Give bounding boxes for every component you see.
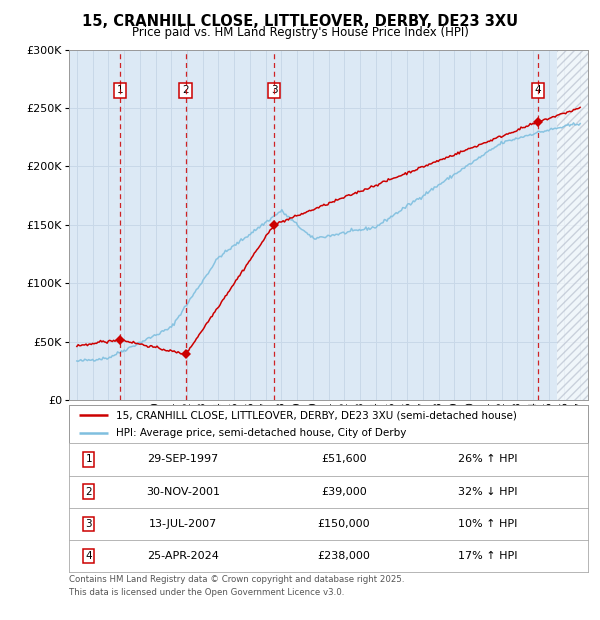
Text: 26% ↑ HPI: 26% ↑ HPI: [458, 454, 518, 464]
Text: £51,600: £51,600: [321, 454, 367, 464]
Text: 15, CRANHILL CLOSE, LITTLEOVER, DERBY, DE23 3XU: 15, CRANHILL CLOSE, LITTLEOVER, DERBY, D…: [82, 14, 518, 29]
Text: 1: 1: [117, 86, 124, 95]
Text: 17% ↑ HPI: 17% ↑ HPI: [458, 551, 518, 561]
Text: 4: 4: [535, 86, 541, 95]
Text: 3: 3: [85, 519, 92, 529]
Text: Price paid vs. HM Land Registry's House Price Index (HPI): Price paid vs. HM Land Registry's House …: [131, 26, 469, 39]
Text: 1: 1: [85, 454, 92, 464]
Text: This data is licensed under the Open Government Licence v3.0.: This data is licensed under the Open Gov…: [69, 588, 344, 598]
Text: 30-NOV-2001: 30-NOV-2001: [146, 487, 220, 497]
Text: Contains HM Land Registry data © Crown copyright and database right 2025.: Contains HM Land Registry data © Crown c…: [69, 575, 404, 584]
Text: £39,000: £39,000: [321, 487, 367, 497]
Text: £150,000: £150,000: [318, 519, 370, 529]
Text: 29-SEP-1997: 29-SEP-1997: [148, 454, 219, 464]
Text: 3: 3: [271, 86, 277, 95]
Text: 10% ↑ HPI: 10% ↑ HPI: [458, 519, 518, 529]
Text: 4: 4: [85, 551, 92, 561]
Text: 13-JUL-2007: 13-JUL-2007: [149, 519, 217, 529]
Bar: [557, 50, 588, 400]
Text: £238,000: £238,000: [317, 551, 371, 561]
Text: 15, CRANHILL CLOSE, LITTLEOVER, DERBY, DE23 3XU (semi-detached house): 15, CRANHILL CLOSE, LITTLEOVER, DERBY, D…: [116, 410, 517, 420]
Text: 32% ↓ HPI: 32% ↓ HPI: [458, 487, 518, 497]
Text: 25-APR-2024: 25-APR-2024: [147, 551, 219, 561]
Text: HPI: Average price, semi-detached house, City of Derby: HPI: Average price, semi-detached house,…: [116, 428, 406, 438]
Text: 2: 2: [85, 487, 92, 497]
Text: 2: 2: [182, 86, 189, 95]
